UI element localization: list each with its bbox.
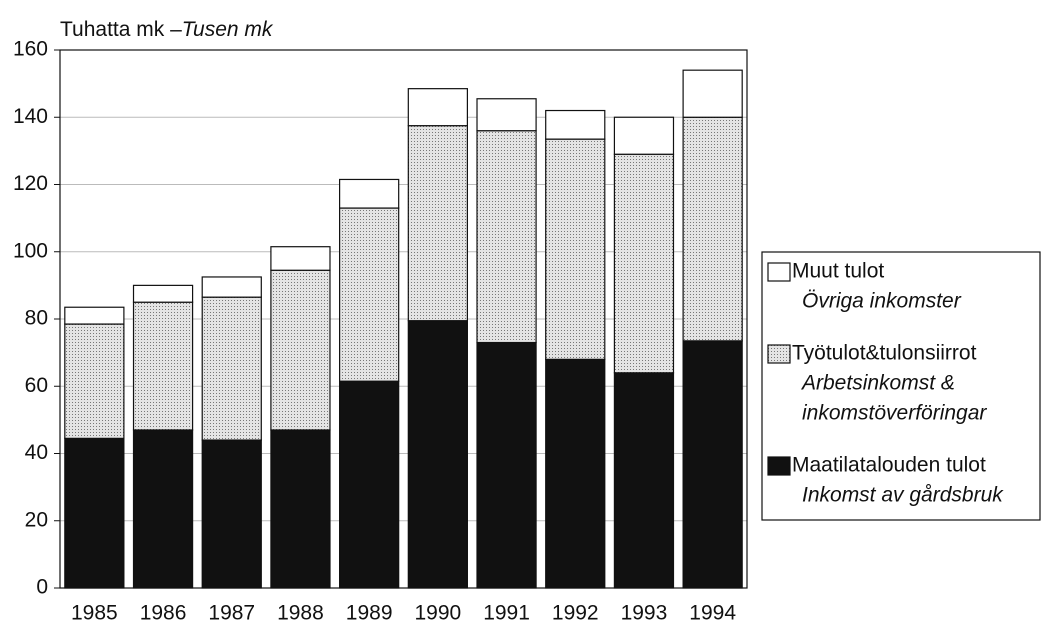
bar-segment bbox=[545, 109, 606, 140]
legend-box bbox=[761, 251, 1041, 521]
bar-segment bbox=[476, 98, 537, 132]
bar-segment bbox=[339, 380, 400, 589]
bar-segment bbox=[201, 296, 262, 441]
bar-segment bbox=[613, 116, 675, 155]
x-tick-label: 1991 bbox=[483, 602, 530, 625]
legend-label-sv: Inkomst av gårdsbruk bbox=[802, 484, 1004, 507]
bar-segment bbox=[339, 207, 400, 382]
x-tick-label: 1989 bbox=[346, 602, 393, 625]
y-axis-label: Tuhatta mk –Tusen mk bbox=[60, 18, 274, 41]
bar-segment bbox=[682, 116, 743, 342]
legend-label: Muut tulot bbox=[792, 260, 884, 283]
y-tick-label: 120 bbox=[13, 172, 48, 195]
legend-label: Työtulot&tulonsiirrot bbox=[792, 342, 977, 365]
bar-segment bbox=[64, 323, 125, 439]
x-tick-label: 1985 bbox=[71, 602, 118, 625]
y-tick-label: 0 bbox=[36, 576, 48, 599]
bar-segment bbox=[613, 153, 675, 374]
bar-segment bbox=[270, 429, 331, 589]
bar-segment bbox=[270, 246, 331, 271]
y-tick-label: 160 bbox=[13, 38, 48, 61]
legend-label-sv: Arbetsinkomst & bbox=[800, 372, 955, 395]
bar-segment bbox=[407, 320, 468, 589]
bar-segment bbox=[545, 138, 606, 360]
bar-segment bbox=[407, 125, 468, 322]
x-tick-label: 1992 bbox=[552, 602, 599, 625]
bar-segment bbox=[132, 301, 194, 431]
y-tick-label: 60 bbox=[25, 374, 48, 397]
legend-label: Maatilatalouden tulot bbox=[792, 454, 986, 477]
legend-swatch bbox=[767, 344, 791, 364]
bar-segment bbox=[64, 437, 125, 589]
y-label-fi: Tuhatta mk – bbox=[60, 18, 182, 41]
bar-segment bbox=[407, 88, 468, 127]
bar-segment bbox=[64, 306, 125, 325]
legend-swatch bbox=[767, 456, 791, 476]
plot-frame bbox=[59, 49, 748, 589]
y-label-sv: Tusen mk bbox=[182, 18, 274, 41]
bar-segment bbox=[545, 358, 606, 589]
y-tick-label: 40 bbox=[25, 441, 48, 464]
x-tick-label: 1988 bbox=[277, 602, 324, 625]
legend-swatch bbox=[767, 262, 791, 282]
x-tick-label: 1990 bbox=[414, 602, 461, 625]
bar-segment bbox=[613, 372, 675, 589]
legend-label-sv: inkomstöverföringar bbox=[802, 402, 987, 425]
x-tick-label: 1993 bbox=[621, 602, 668, 625]
bar-segment bbox=[201, 276, 262, 298]
x-tick-label: 1994 bbox=[689, 602, 736, 625]
bar-segment bbox=[476, 130, 537, 344]
y-tick-label: 100 bbox=[13, 239, 48, 262]
y-tick-label: 140 bbox=[13, 105, 48, 128]
bar-segment bbox=[132, 429, 194, 589]
y-tick-label: 20 bbox=[25, 508, 48, 531]
bar-segment bbox=[476, 341, 537, 589]
bar-segment bbox=[339, 178, 400, 209]
bar-segment bbox=[270, 269, 331, 431]
bar-segment bbox=[682, 340, 743, 589]
x-tick-label: 1987 bbox=[208, 602, 255, 625]
bar-segment bbox=[201, 439, 262, 589]
y-tick-label: 80 bbox=[25, 307, 48, 330]
bar-segment bbox=[682, 69, 743, 118]
bar-segment bbox=[132, 284, 194, 303]
x-tick-label: 1986 bbox=[140, 602, 187, 625]
legend-label-sv: Övriga inkomster bbox=[802, 290, 962, 313]
